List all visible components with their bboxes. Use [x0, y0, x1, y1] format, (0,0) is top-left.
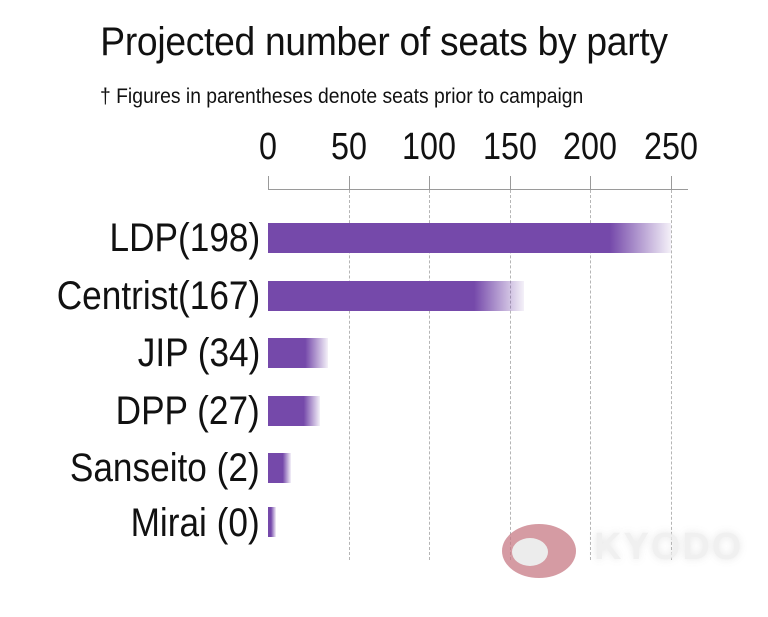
grid-line — [348, 190, 350, 560]
row-label: Mirai (0) — [130, 501, 260, 545]
row-label: Sanseito (2) — [70, 446, 260, 490]
row-label: JIP (34) — [137, 331, 260, 375]
row-label: DPP (27) — [115, 389, 260, 433]
grid-line — [590, 190, 592, 560]
kyodo-watermark: KYODO — [502, 520, 742, 580]
x-tick-label: 100 — [402, 126, 457, 168]
x-tick-mark — [429, 176, 431, 190]
bar-dpp — [268, 396, 320, 426]
x-tick-mark — [590, 176, 592, 190]
axis-line — [268, 189, 688, 190]
x-tick-mark — [268, 176, 269, 190]
grid-line — [509, 190, 511, 560]
grid-line — [429, 190, 431, 560]
x-tick-label: 150 — [482, 126, 537, 168]
x-tick-mark — [509, 176, 511, 190]
bar-mirai — [268, 507, 277, 537]
x-tick-mark — [671, 176, 672, 190]
row-label: Centrist(167) — [56, 274, 260, 318]
bar-centrist — [268, 281, 525, 311]
grid-line — [671, 190, 672, 560]
row-label: LDP(198) — [109, 216, 260, 260]
kyodo-logo-icon — [502, 524, 576, 578]
x-tick-mark — [348, 176, 350, 190]
bar-jip — [268, 338, 328, 368]
chart-subtitle: † Figures in parentheses denote seats pr… — [100, 85, 584, 108]
bar-sanseito — [268, 453, 291, 483]
x-tick-label: 200 — [563, 126, 618, 168]
x-tick-label: 0 — [259, 126, 277, 168]
watermark-text: KYODO — [594, 526, 744, 568]
x-tick-label: 250 — [644, 126, 698, 168]
chart-title: Projected number of seats by party — [100, 20, 668, 64]
x-tick-label: 50 — [330, 126, 367, 168]
bar-ldp — [268, 223, 671, 253]
